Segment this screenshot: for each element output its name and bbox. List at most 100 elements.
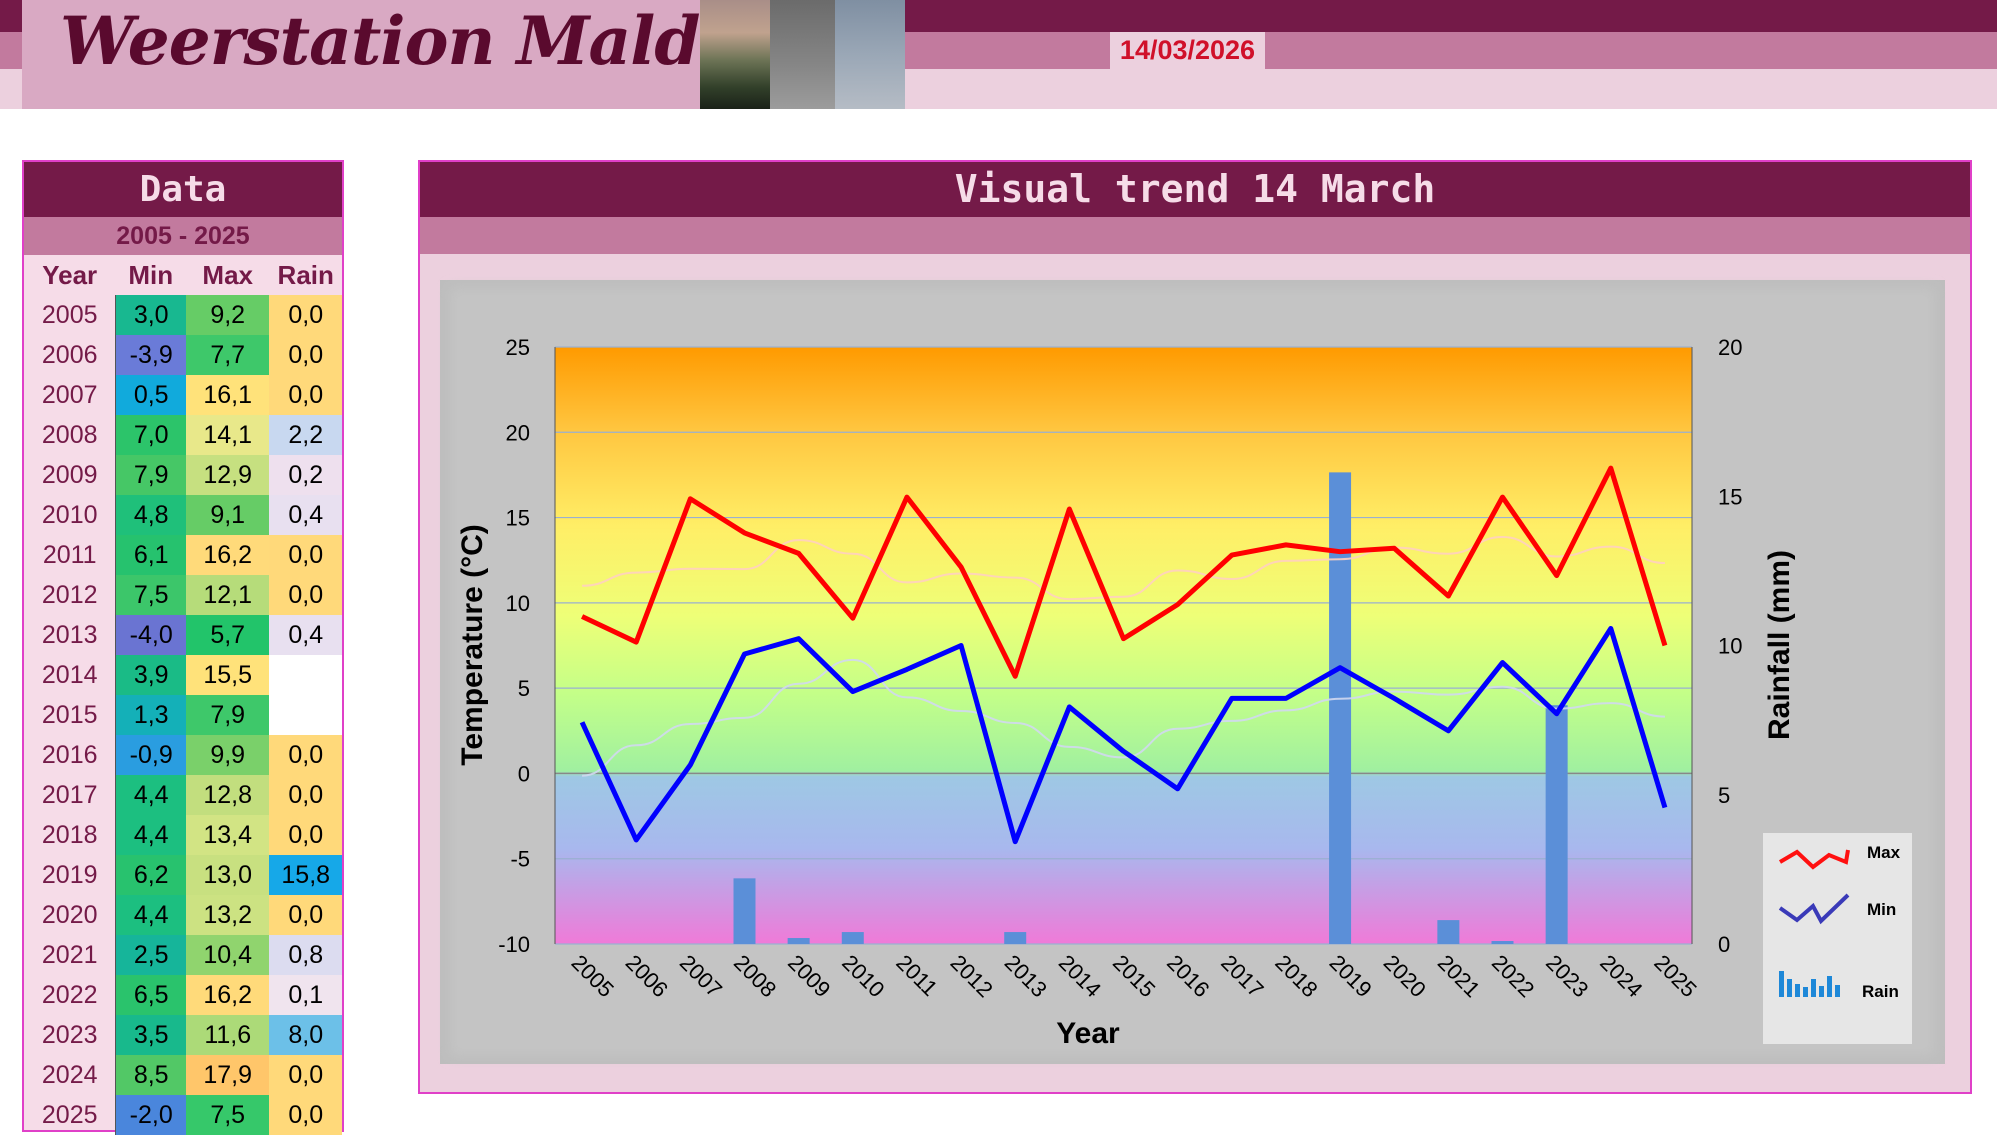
- cell-rain: 0,0: [269, 735, 342, 775]
- cell-rain: 0,1: [269, 975, 342, 1015]
- cell-max: 13,2: [185, 895, 270, 935]
- y-axis-ticks: -10 -5 0 5 10 15 20 25: [498, 335, 530, 957]
- table-row: 2018 4,4 13,4 0,0: [24, 815, 342, 855]
- table-row: 2011 6,1 16,2 0,0: [24, 535, 342, 575]
- cell-max: 13,0: [185, 855, 270, 895]
- chart-title: Visual trend 14 March: [420, 162, 1970, 217]
- cell-rain: [269, 695, 342, 735]
- rain-bar: [733, 878, 756, 944]
- table-row: 2024 8,5 17,9 0,0: [24, 1055, 342, 1095]
- legend-max-label: Max: [1867, 843, 1901, 862]
- column-header-min: Min: [128, 260, 174, 290]
- cell-rain: 0,0: [269, 295, 342, 335]
- header-photo-landscape: [700, 0, 770, 109]
- cell-max: 16,2: [185, 975, 270, 1015]
- gridlines: [555, 346, 1692, 945]
- data-table-body: 2005 3,0 9,2 0,0 2006 -3,9 7,7 0,0 2007 0,5 16,1 0,…: [24, 295, 342, 1135]
- cell-rain: [269, 655, 342, 695]
- cell-year: 2006: [41, 341, 98, 369]
- table-row: 2015 1,3 7,9: [24, 695, 342, 735]
- cell-max: 5,7: [185, 615, 270, 655]
- table-row: 2013 -4,0 5,7 0,4: [24, 615, 342, 655]
- cell-year: 2025: [41, 1101, 98, 1129]
- cell-rain: 0,0: [269, 535, 342, 575]
- table-row: 2016 -0,9 9,9 0,0: [24, 735, 342, 775]
- rain-bar: [841, 932, 864, 944]
- cell-year: 2007: [41, 381, 98, 409]
- current-date: 14/03/2026: [1110, 32, 1265, 69]
- temperature-lines: [579, 465, 1668, 845]
- max-temperature-line: [581, 465, 1668, 679]
- cell-year: 2024: [41, 1061, 98, 1089]
- cell-rain: 0,0: [269, 335, 342, 375]
- cell-max: 9,9: [185, 735, 270, 775]
- cell-rain: 0,0: [269, 895, 342, 935]
- cell-min: -2,0: [115, 1095, 186, 1135]
- cell-min: 4,4: [115, 815, 186, 855]
- cell-max: 16,2: [185, 535, 270, 575]
- cell-year: 2019: [41, 861, 98, 889]
- cell-min: 2,5: [115, 935, 186, 975]
- table-row: 2023 3,5 11,6 8,0: [24, 1015, 342, 1055]
- data-table-title: Data: [24, 162, 342, 217]
- table-row: 2021 2,5 10,4 0,8: [24, 935, 342, 975]
- legend-box: [1763, 833, 1912, 1044]
- table-row: 2009 7,9 12,9 0,2: [24, 455, 342, 495]
- cell-year: 2008: [41, 421, 98, 449]
- cell-min: 3,9: [115, 655, 186, 695]
- cell-rain: 2,2: [269, 415, 342, 455]
- cell-min: 1,3: [115, 695, 186, 735]
- cell-year: 2011: [42, 541, 97, 569]
- cell-min: 3,5: [115, 1015, 186, 1055]
- cell-max: 9,2: [185, 295, 270, 335]
- data-table-panel: Data 2005 - 2025 Year Min Max Rain 2005 3…: [22, 160, 344, 1135]
- y-tick-label: 20: [506, 420, 530, 445]
- y-tick-label: -10: [498, 932, 530, 957]
- column-header-rain: Rain: [277, 260, 334, 290]
- cell-rain: 15,8: [269, 855, 342, 895]
- rain-bars: [733, 472, 1568, 944]
- legend-rain-label: Rain: [1862, 982, 1899, 1001]
- rain-bar: [1329, 472, 1352, 944]
- cell-year: 2022: [41, 981, 98, 1009]
- cell-rain: 0,4: [269, 495, 342, 535]
- cell-min: 0,5: [115, 375, 186, 415]
- cell-min: 8,5: [115, 1055, 186, 1095]
- table-row: 2005 3,0 9,2 0,0: [24, 295, 342, 335]
- cell-max: 10,4: [185, 935, 270, 975]
- plot-area: [555, 347, 1692, 944]
- cell-rain: 0,4: [269, 615, 342, 655]
- cell-max: 15,5: [185, 655, 270, 695]
- cell-max: 7,5: [185, 1095, 270, 1135]
- max-trendline: [582, 536, 1665, 601]
- data-table-header: Year Min Max Rain: [24, 255, 342, 295]
- cell-year: 2015: [41, 701, 98, 729]
- y2-tick-label: 15: [1718, 484, 1742, 509]
- y-tick-label: 10: [506, 591, 530, 616]
- data-table-range: 2005 - 2025: [24, 217, 342, 255]
- legend-min-label: Min: [1867, 900, 1896, 919]
- cell-rain: 0,0: [269, 575, 342, 615]
- cell-year: 2009: [41, 461, 98, 489]
- chart-legend: Max Min Rain: [1763, 833, 1912, 1044]
- y-tick-label: -5: [510, 847, 530, 872]
- table-row: 2008 7,0 14,1 2,2: [24, 415, 342, 455]
- cell-year: 2013: [41, 621, 98, 649]
- rain-bar: [787, 938, 810, 944]
- y2-axis-ticks: 0 5 10 15 20: [1718, 335, 1742, 957]
- legend-min-icon: [1778, 893, 1850, 925]
- cell-rain: 8,0: [269, 1015, 342, 1055]
- cell-min: -0,9: [115, 735, 186, 775]
- cell-max: 12,8: [185, 775, 270, 815]
- cell-year: 2020: [41, 901, 98, 929]
- cell-min: 3,0: [115, 295, 186, 335]
- cell-min: 4,4: [115, 895, 186, 935]
- cell-year: 2021: [41, 941, 98, 969]
- table-row: 2010 4,8 9,1 0,4: [24, 495, 342, 535]
- rain-bar: [1545, 705, 1568, 944]
- rain-bar: [1491, 941, 1514, 944]
- cell-max: 16,1: [185, 375, 270, 415]
- cell-min: 6,5: [115, 975, 186, 1015]
- cell-max: 7,7: [185, 335, 270, 375]
